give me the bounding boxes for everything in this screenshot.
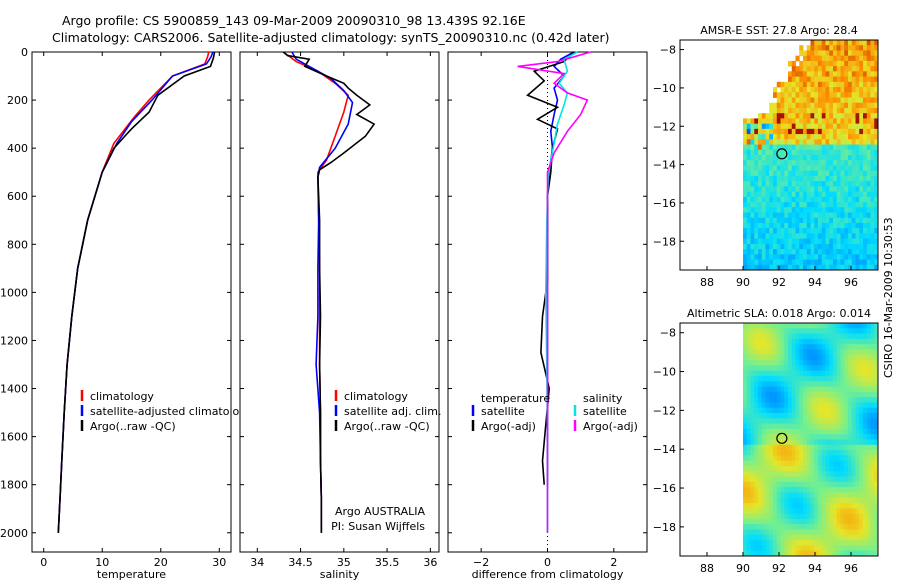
legend-label: Argo(..raw -QC) xyxy=(90,420,176,433)
y-tick-label: −10 xyxy=(653,366,676,379)
legend-group-heading: temperature xyxy=(481,392,550,405)
x-tick-label: 88 xyxy=(700,276,714,289)
figure-title-line2: Climatology: CARS2006. Satellite-adjuste… xyxy=(52,30,610,45)
profile-panel-1 xyxy=(31,51,232,553)
x-tick-label: 30 xyxy=(212,556,226,569)
x-tick-label: 34 xyxy=(250,556,264,569)
y-tick-label: 1400 xyxy=(0,383,28,396)
x-tick-label: −2 xyxy=(473,556,489,569)
x-tick-label: 2 xyxy=(610,556,617,569)
y-tick-label: 0 xyxy=(21,46,28,59)
x-tick-label: 10 xyxy=(95,556,109,569)
y-tick-label: 200 xyxy=(7,94,28,107)
y-tick-label: −16 xyxy=(653,197,676,210)
annotation-line: Argo AUSTRALIA xyxy=(335,505,425,518)
x-tick-label: 35 xyxy=(337,556,351,569)
series-line-argo-raw-qc- xyxy=(282,51,376,533)
series-line-salinity-argo-adj- xyxy=(517,51,591,533)
y-tick-label: 1000 xyxy=(0,286,28,299)
series-line-argo-raw-qc- xyxy=(57,51,216,533)
legend-group-heading: salinity xyxy=(583,392,623,405)
legend-label: Argo(-adj) xyxy=(583,420,638,433)
x-tick-label: 94 xyxy=(808,562,822,575)
x-axis-label: difference from climatology xyxy=(472,568,624,580)
profile-panel-3 xyxy=(447,51,648,553)
x-tick-label: 0 xyxy=(40,556,47,569)
legend-label: satellite-adjusted climatology xyxy=(90,405,253,418)
x-tick-label: 20 xyxy=(154,556,168,569)
map-title: Altimetric SLA: 0.018 Argo: 0.014 xyxy=(687,307,871,320)
x-tick-label: 92 xyxy=(772,562,786,575)
y-tick-label: 1800 xyxy=(0,479,28,492)
y-tick-label: −18 xyxy=(653,235,676,248)
y-tick-label: 1600 xyxy=(0,431,28,444)
y-tick-label: −12 xyxy=(653,404,676,417)
heatmap-cells xyxy=(743,40,879,271)
x-tick-label: 36 xyxy=(423,556,437,569)
heatmap-cells xyxy=(743,323,879,557)
float-location-marker xyxy=(776,148,788,160)
y-tick-label: 600 xyxy=(7,190,28,203)
legend-label: climatology xyxy=(90,390,154,403)
legend-label: satellite xyxy=(481,405,525,418)
annotation-line: PI: Susan Wijffels xyxy=(331,520,425,533)
x-tick-label: 90 xyxy=(736,562,750,575)
legend-label: Argo(-adj) xyxy=(481,420,536,433)
y-tick-label: −12 xyxy=(653,120,676,133)
y-tick-label: 1200 xyxy=(0,334,28,347)
y-tick-label: −14 xyxy=(653,159,676,172)
x-axis-label: temperature xyxy=(97,568,166,580)
x-tick-label: 34.5 xyxy=(288,556,313,569)
x-tick-label: 88 xyxy=(700,562,714,575)
x-tick-label: 35.5 xyxy=(375,556,400,569)
profile-panel-2 xyxy=(239,51,440,553)
x-tick-label: 96 xyxy=(844,562,858,575)
x-tick-label: 96 xyxy=(844,276,858,289)
legend-label: satellite xyxy=(583,405,627,418)
y-tick-label: −8 xyxy=(660,327,676,340)
float-location-marker xyxy=(776,432,788,444)
y-tick-label: 2000 xyxy=(0,527,28,540)
legend-label: climatology xyxy=(344,390,408,403)
x-tick-label: 94 xyxy=(808,276,822,289)
y-tick-label: −16 xyxy=(653,482,676,495)
series-line-temperature-argo-adj- xyxy=(526,51,575,485)
figure-title-line1: Argo profile: CS 5900859_143 09-Mar-2009… xyxy=(62,13,526,28)
y-tick-label: 800 xyxy=(7,238,28,251)
plot-frame xyxy=(31,51,232,553)
x-tick-label: 0 xyxy=(544,556,551,569)
map-panel-1 xyxy=(679,39,879,271)
y-tick-label: −8 xyxy=(660,44,676,57)
x-tick-label: 90 xyxy=(736,276,750,289)
y-tick-label: −18 xyxy=(653,521,676,534)
legend-label: satellite adj. clim. xyxy=(344,405,441,418)
legend-label: Argo(..raw -QC) xyxy=(344,420,430,433)
plot-frame xyxy=(239,51,440,553)
x-axis-label: salinity xyxy=(320,568,360,580)
y-tick-label: −14 xyxy=(653,443,676,456)
x-tick-label: 92 xyxy=(772,276,786,289)
y-tick-label: 400 xyxy=(7,142,28,155)
map-title: AMSR-E SST: 27.8 Argo: 28.4 xyxy=(700,24,858,37)
map-panel-2 xyxy=(679,322,879,557)
y-tick-label: −10 xyxy=(653,82,676,95)
